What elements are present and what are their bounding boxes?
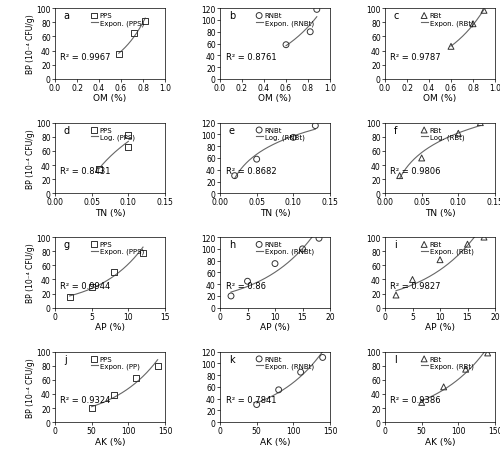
X-axis label: OM (%): OM (%) <box>258 94 292 103</box>
Text: d: d <box>64 125 70 135</box>
Text: R² = 0.8761: R² = 0.8761 <box>226 53 276 62</box>
Text: a: a <box>64 11 70 21</box>
X-axis label: TN (%): TN (%) <box>94 208 126 218</box>
Y-axis label: BP (10⁻⁴ CFU/g): BP (10⁻⁴ CFU/g) <box>26 15 35 74</box>
Text: R² = 0.9324: R² = 0.9324 <box>60 395 111 404</box>
Point <box>392 292 400 299</box>
Text: k: k <box>229 354 234 364</box>
X-axis label: AP (%): AP (%) <box>260 323 290 331</box>
X-axis label: TN (%): TN (%) <box>260 208 290 218</box>
Point <box>290 134 298 142</box>
Point <box>454 130 462 138</box>
Point <box>124 145 132 152</box>
Point <box>476 120 484 127</box>
X-axis label: AK (%): AK (%) <box>95 437 125 446</box>
Y-axis label: BP (10⁻⁴ CFU/g): BP (10⁻⁴ CFU/g) <box>26 129 35 189</box>
X-axis label: AP (%): AP (%) <box>425 323 455 331</box>
Text: c: c <box>394 11 399 21</box>
Legend: RNBt, Expon. (RNBt): RNBt, Expon. (RNBt) <box>254 241 315 256</box>
X-axis label: AP (%): AP (%) <box>95 323 125 331</box>
Text: e: e <box>229 125 235 135</box>
Text: i: i <box>394 240 396 250</box>
Point <box>139 249 147 257</box>
Legend: RBt, Expon. (RBt): RBt, Expon. (RBt) <box>420 12 475 28</box>
Point <box>447 44 455 51</box>
Point <box>252 156 260 163</box>
Y-axis label: BP (10⁻⁴ CFU/g): BP (10⁻⁴ CFU/g) <box>26 243 35 302</box>
Point <box>418 155 426 162</box>
Point <box>282 42 290 49</box>
Point <box>271 260 279 268</box>
Legend: RBt, Expon. (RBt): RBt, Expon. (RBt) <box>420 241 475 256</box>
Point <box>130 30 138 38</box>
Y-axis label: BP (10⁻⁴ CFU/g): BP (10⁻⁴ CFU/g) <box>26 357 35 417</box>
Point <box>418 399 426 406</box>
Point <box>408 276 416 284</box>
Legend: RNBt, Expon. (RNBt): RNBt, Expon. (RNBt) <box>254 354 315 370</box>
Point <box>480 234 488 241</box>
Text: f: f <box>394 125 397 135</box>
Text: R² = 0.8682: R² = 0.8682 <box>226 167 276 176</box>
Point <box>296 369 304 376</box>
Text: g: g <box>64 240 70 250</box>
Point <box>306 29 314 36</box>
Point <box>298 246 306 253</box>
Point <box>312 123 320 130</box>
Point <box>469 21 477 28</box>
Point <box>141 18 149 26</box>
Point <box>88 283 96 291</box>
Text: R² = 0.7841: R² = 0.7841 <box>226 395 276 404</box>
Point <box>480 8 488 15</box>
Point <box>95 166 103 173</box>
Point <box>95 166 103 173</box>
Text: R² = 0.9944: R² = 0.9944 <box>60 281 111 290</box>
Legend: PPS, Expon. (PPS): PPS, Expon. (PPS) <box>90 241 146 256</box>
Text: b: b <box>229 11 235 21</box>
Point <box>484 349 492 357</box>
Legend: RNBt, Expon. (RNBt): RNBt, Expon. (RNBt) <box>254 12 315 28</box>
Point <box>110 269 118 276</box>
Text: R² = 0.9787: R² = 0.9787 <box>390 53 441 62</box>
Point <box>436 257 444 264</box>
Legend: RNBt, Log. (RNBt): RNBt, Log. (RNBt) <box>254 126 306 142</box>
X-axis label: AK (%): AK (%) <box>425 437 455 446</box>
Text: R² = 0.86: R² = 0.86 <box>226 281 266 290</box>
Point <box>132 375 140 382</box>
Legend: PPS, Log. (PPS): PPS, Log. (PPS) <box>90 126 136 142</box>
Point <box>124 132 132 140</box>
Point <box>244 278 252 285</box>
Text: R² = 0.8431: R² = 0.8431 <box>60 167 111 176</box>
Point <box>66 294 74 301</box>
Point <box>88 404 96 412</box>
Point <box>274 386 282 394</box>
Text: R² = 0.9806: R² = 0.9806 <box>390 167 441 176</box>
Point <box>227 293 235 300</box>
Text: R² = 0.9827: R² = 0.9827 <box>390 281 441 290</box>
Point <box>230 173 238 180</box>
Text: R² = 0.9967: R² = 0.9967 <box>60 53 111 62</box>
X-axis label: AK (%): AK (%) <box>260 437 290 446</box>
Point <box>462 366 469 373</box>
X-axis label: OM (%): OM (%) <box>94 94 126 103</box>
Point <box>464 241 471 248</box>
Point <box>110 392 118 399</box>
Point <box>154 362 162 369</box>
Point <box>252 401 260 409</box>
Point <box>318 354 326 361</box>
X-axis label: TN (%): TN (%) <box>424 208 456 218</box>
Text: j: j <box>64 354 66 364</box>
Point <box>115 51 123 59</box>
Point <box>313 7 321 14</box>
Text: l: l <box>394 354 396 364</box>
Legend: PPS, Expon. (PPS): PPS, Expon. (PPS) <box>90 12 146 28</box>
X-axis label: OM (%): OM (%) <box>424 94 456 103</box>
Point <box>440 383 448 391</box>
Text: R² = 0.9386: R² = 0.9386 <box>390 395 441 404</box>
Legend: RBt, Expon. (RBt): RBt, Expon. (RBt) <box>420 354 475 370</box>
Legend: RBt, Log. (RBt): RBt, Log. (RBt) <box>420 126 466 142</box>
Point <box>315 235 323 242</box>
Text: h: h <box>229 240 235 250</box>
Point <box>396 173 404 180</box>
Legend: PPS, Expon. (PP): PPS, Expon. (PP) <box>90 354 141 370</box>
